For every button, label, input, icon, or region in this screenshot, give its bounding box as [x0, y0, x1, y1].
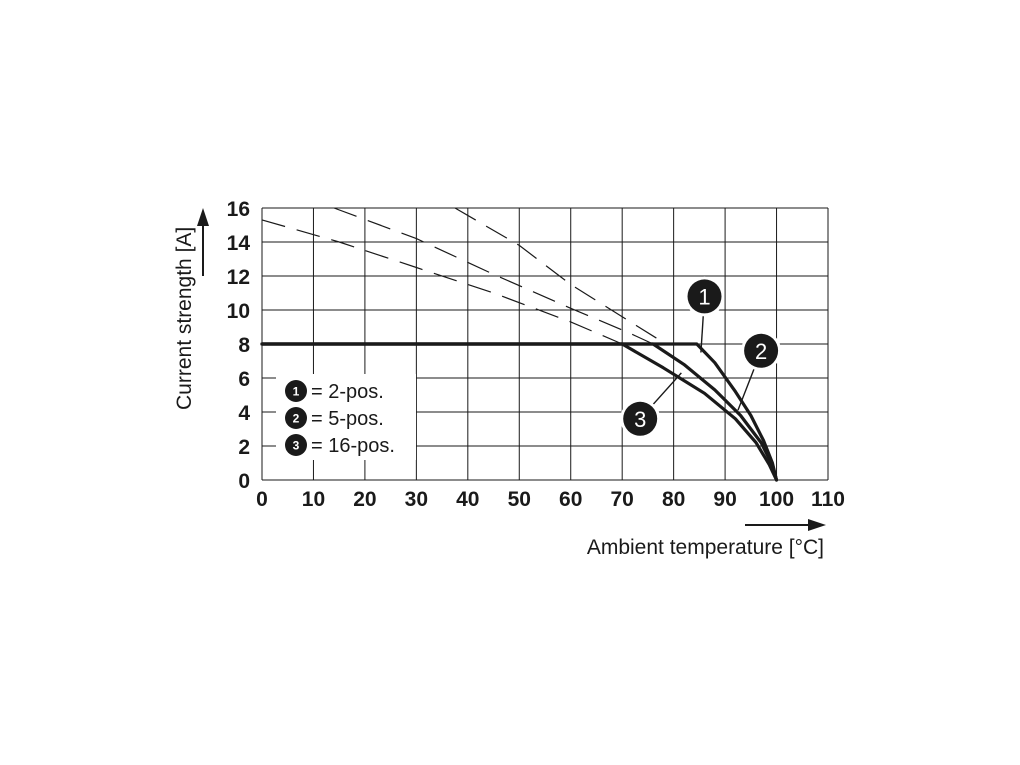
annotation-2: 2 — [737, 330, 782, 411]
x-tick-label: 30 — [405, 488, 428, 511]
legend-label: = 5-pos. — [311, 408, 384, 430]
legend-item: 1 = 2-pos. — [285, 380, 384, 403]
y-tick-label: 14 — [227, 232, 251, 255]
y-tick-label: 2 — [238, 436, 250, 459]
legend-label: = 16-pos. — [311, 435, 395, 457]
y-axis-arrow — [197, 208, 209, 276]
legend-marker-number: 1 — [293, 385, 300, 399]
curve-annotations: 1 2 3 — [620, 276, 782, 439]
x-tick-label: 110 — [811, 488, 845, 511]
x-axis-arrow — [745, 519, 826, 531]
legend-label: = 2-pos. — [311, 381, 384, 403]
annotation-badge — [623, 401, 658, 436]
solid-curve-3 — [260, 342, 779, 482]
annotation-number: 3 — [634, 407, 646, 432]
y-tick-label: 8 — [238, 334, 250, 357]
y-tick-label: 16 — [227, 198, 250, 221]
x-axis-title: Ambient temperature [°C] — [587, 536, 824, 559]
x-tick-label: 90 — [713, 488, 736, 511]
dashed-curve-1 — [454, 207, 667, 345]
annotation-badge — [744, 333, 779, 368]
x-tick-label: 20 — [353, 488, 376, 511]
solid-curves — [260, 342, 779, 482]
legend-marker-number: 3 — [293, 439, 300, 453]
solid-curve-2 — [260, 342, 779, 482]
y-tick-label: 4 — [238, 402, 250, 425]
x-tick-labels: 0 10 20 30 40 50 60 70 80 90 100 110 — [256, 488, 845, 511]
legend-marker — [285, 434, 307, 456]
x-tick-label: 60 — [559, 488, 582, 511]
y-tick-label: 0 — [238, 470, 250, 493]
annotation-3: 3 — [620, 372, 682, 439]
y-tick-label: 6 — [238, 368, 250, 391]
y-axis-title: Current strength [A] — [173, 227, 196, 410]
annotation-number: 2 — [755, 339, 767, 364]
legend: 1 = 2-pos. 2 = 5-pos. 3 = 16-pos. — [285, 380, 395, 457]
y-tick-label: 10 — [227, 300, 250, 323]
x-tick-label: 50 — [508, 488, 531, 511]
dashed-curves — [261, 207, 667, 345]
x-tick-label: 0 — [256, 488, 268, 511]
dashed-curve-3 — [261, 219, 623, 345]
annotation-badge — [687, 279, 722, 314]
x-tick-label: 80 — [662, 488, 685, 511]
legend-item: 2 = 5-pos. — [285, 407, 384, 430]
legend-marker-number: 2 — [293, 412, 300, 426]
annotation-number: 1 — [698, 284, 710, 309]
x-tick-label: 100 — [759, 488, 794, 511]
x-tick-label: 40 — [456, 488, 479, 511]
dashed-curve-2 — [333, 207, 654, 345]
x-tick-label: 70 — [611, 488, 634, 511]
annotation-1: 1 — [684, 276, 725, 353]
y-tick-labels: 0 2 4 6 8 10 12 14 16 — [227, 198, 251, 493]
legend-marker — [285, 380, 307, 402]
legend-marker — [285, 407, 307, 429]
y-tick-label: 12 — [227, 266, 250, 289]
x-tick-label: 10 — [302, 488, 325, 511]
legend-item: 3 = 16-pos. — [285, 434, 395, 457]
